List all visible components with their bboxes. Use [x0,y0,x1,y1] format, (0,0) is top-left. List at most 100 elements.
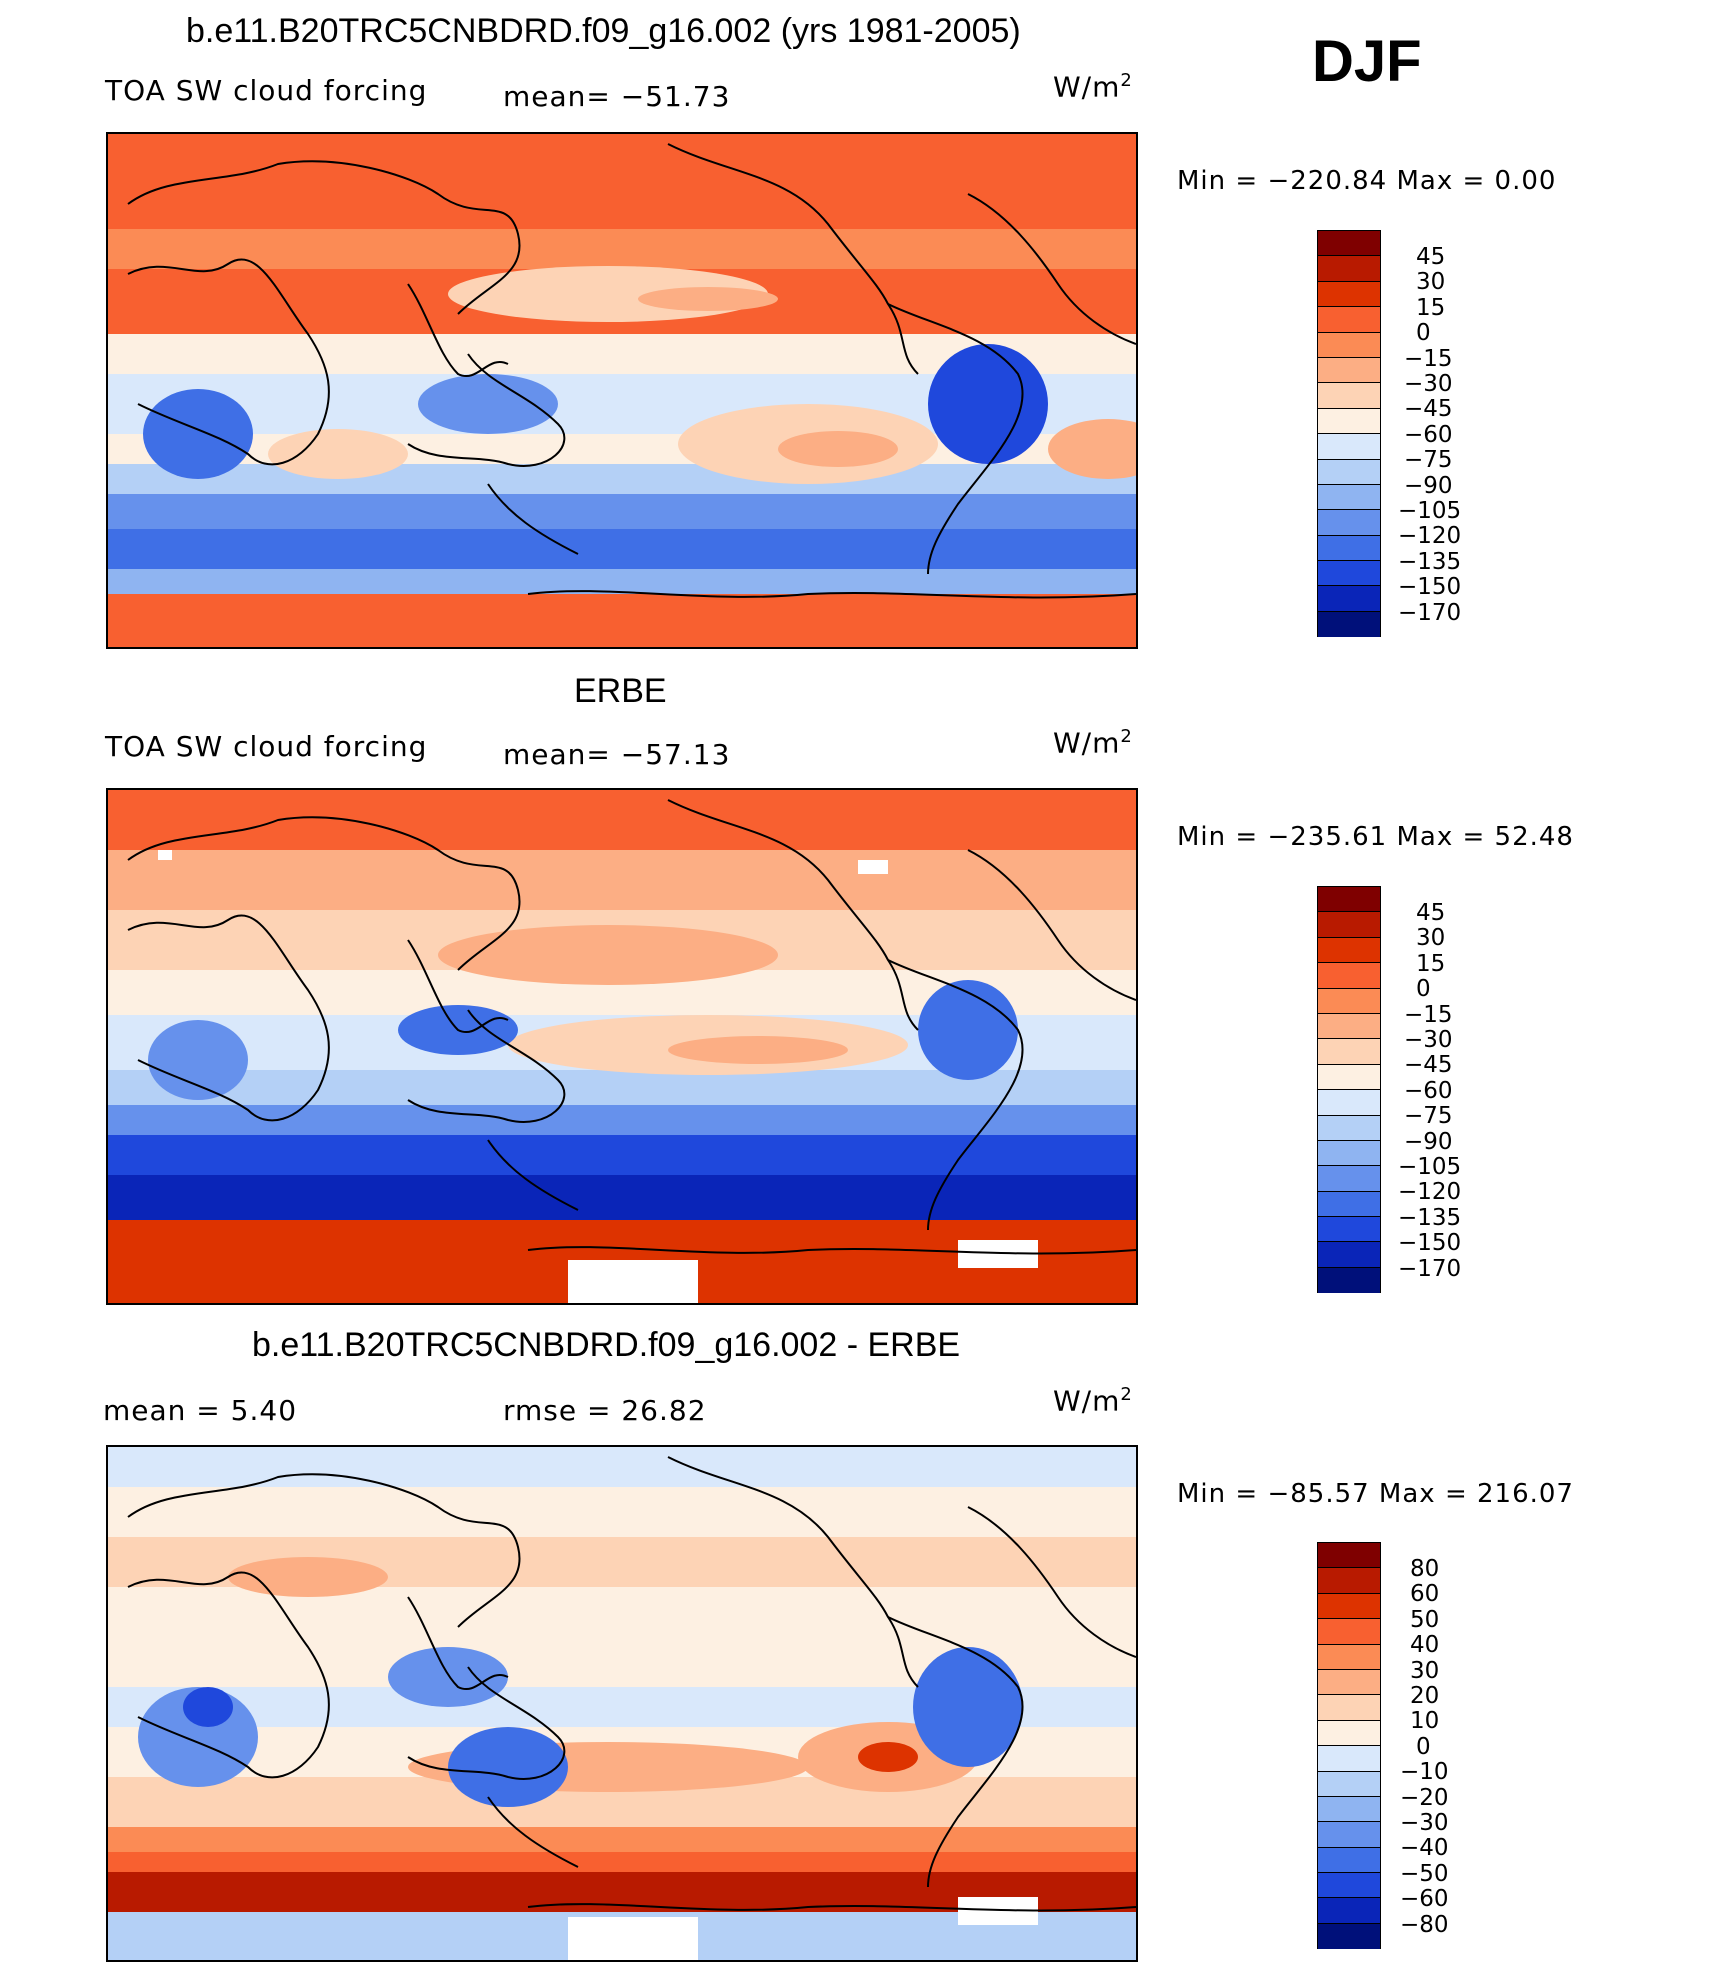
colorbar-tick: −75 [1404,447,1453,473]
colorbar-tick: −60 [1404,422,1453,448]
panel-3-mean: mean = 5.40 [103,1394,298,1427]
colorbar-swatch [1318,307,1380,333]
panel-3-colorbar [1317,1542,1381,1950]
colorbar-swatch [1318,1873,1380,1899]
colorbar-tick: 0 [1416,1734,1431,1760]
colorbar-tick: 40 [1410,1632,1440,1658]
panel-1-variable: TOA SW cloud forcing [105,74,428,107]
colorbar-swatch [1318,1191,1380,1218]
colorbar-swatch [1318,988,1380,1014]
colorbar-swatch [1318,1166,1380,1192]
colorbar-swatch [1318,912,1380,938]
colorbar-tick: 45 [1416,244,1446,270]
colorbar-swatch [1318,535,1380,562]
colorbar-tick: −90 [1404,1129,1453,1155]
colorbar-swatch [1318,408,1380,435]
colorbar-swatch [1318,1543,1380,1569]
colorbar-swatch [1318,1064,1380,1091]
panel-3-title: b.e11.B20TRC5CNBDRD.f09_g16.002 - ERBE [252,1326,961,1364]
colorbar-tick: −150 [1398,1230,1462,1256]
colorbar-tick: −150 [1398,574,1462,600]
panel-2-variable: TOA SW cloud forcing [105,730,428,763]
colorbar-swatch [1318,383,1380,409]
panel-2-unit: W/m2 [1053,726,1133,760]
colorbar-tick: −20 [1400,1785,1449,1811]
colorbar-swatch [1318,357,1380,384]
colorbar-tick: −80 [1400,1912,1449,1938]
panel-1-unit: W/m2 [1053,70,1133,104]
colorbar-swatch [1318,887,1380,913]
panel-2-title: ERBE [574,672,667,710]
panel-3-map [106,1445,1138,1962]
colorbar-swatch [1318,1140,1380,1167]
colorbar-tick: 50 [1410,1607,1440,1633]
colorbar-swatch [1318,1242,1380,1268]
season-label: DJF [1312,29,1422,94]
colorbar-swatch [1318,231,1380,257]
colorbar-swatch [1318,1644,1380,1670]
colorbar-swatch [1318,459,1380,485]
colorbar-swatch [1318,1267,1380,1294]
colorbar-swatch [1318,1115,1380,1141]
colorbar-swatch [1318,1013,1380,1040]
colorbar-tick: −50 [1400,1861,1449,1887]
colorbar-swatch [1318,1619,1380,1645]
colorbar-swatch [1318,281,1380,308]
colorbar-tick: 15 [1416,295,1446,321]
colorbar-tick: −30 [1404,1027,1453,1053]
colorbar-tick: −75 [1404,1103,1453,1129]
panel-2-minmax: Min = −235.61 Max = 52.48 [1177,822,1574,852]
colorbar-swatch [1318,1847,1380,1874]
colorbar-tick: 45 [1416,900,1446,926]
colorbar-swatch [1318,1090,1380,1116]
colorbar-swatch [1318,510,1380,536]
colorbar-swatch [1318,1923,1380,1950]
colorbar-swatch [1318,1720,1380,1747]
colorbar-tick: 60 [1410,1581,1440,1607]
colorbar-tick: −60 [1404,1078,1453,1104]
colorbar-tick: −30 [1404,371,1453,397]
panel-1-title: b.e11.B20TRC5CNBDRD.f09_g16.002 (yrs 198… [186,12,1021,50]
colorbar-tick: −45 [1404,1052,1453,1078]
colorbar-swatch [1318,434,1380,460]
panel-3-unit: W/m2 [1053,1384,1133,1418]
colorbar-tick: 0 [1416,320,1431,346]
colorbar-tick: −120 [1398,1179,1462,1205]
colorbar-tick: 30 [1416,269,1446,295]
colorbar-tick: −15 [1404,1002,1453,1028]
colorbar-tick: −15 [1404,346,1453,372]
colorbar-swatch [1318,937,1380,964]
colorbar-tick: −135 [1398,549,1462,575]
colorbar-tick: −60 [1400,1886,1449,1912]
colorbar-swatch [1318,1771,1380,1797]
panel-1-mean: mean= −51.73 [503,80,731,113]
colorbar-swatch [1318,1217,1380,1243]
colorbar-swatch [1318,1822,1380,1848]
panel-2-mean: mean= −57.13 [503,738,731,771]
colorbar-tick: 15 [1416,951,1446,977]
colorbar-tick: −45 [1404,396,1453,422]
colorbar-swatch [1318,963,1380,989]
colorbar-swatch [1318,256,1380,282]
colorbar-tick: 30 [1416,925,1446,951]
colorbar-tick: −135 [1398,1205,1462,1231]
panel-1-colorbar [1317,230,1381,638]
colorbar-tick: 10 [1410,1708,1440,1734]
colorbar-tick: 80 [1410,1556,1440,1582]
colorbar-swatch [1318,1695,1380,1721]
colorbar-swatch [1318,1593,1380,1620]
colorbar-tick: −30 [1400,1810,1449,1836]
colorbar-tick: −170 [1398,1256,1462,1282]
colorbar-tick: −170 [1398,600,1462,626]
panel-3-rmse: rmse = 26.82 [503,1394,707,1427]
colorbar-tick: −120 [1398,523,1462,549]
colorbar-swatch [1318,611,1380,638]
colorbar-tick: 30 [1410,1658,1440,1684]
panel-2-map [106,788,1138,1305]
colorbar-swatch [1318,586,1380,612]
panel-3-minmax: Min = −85.57 Max = 216.07 [1177,1479,1574,1509]
colorbar-swatch [1318,1669,1380,1696]
colorbar-swatch [1318,332,1380,358]
colorbar-swatch [1318,1039,1380,1065]
colorbar-swatch [1318,1796,1380,1823]
